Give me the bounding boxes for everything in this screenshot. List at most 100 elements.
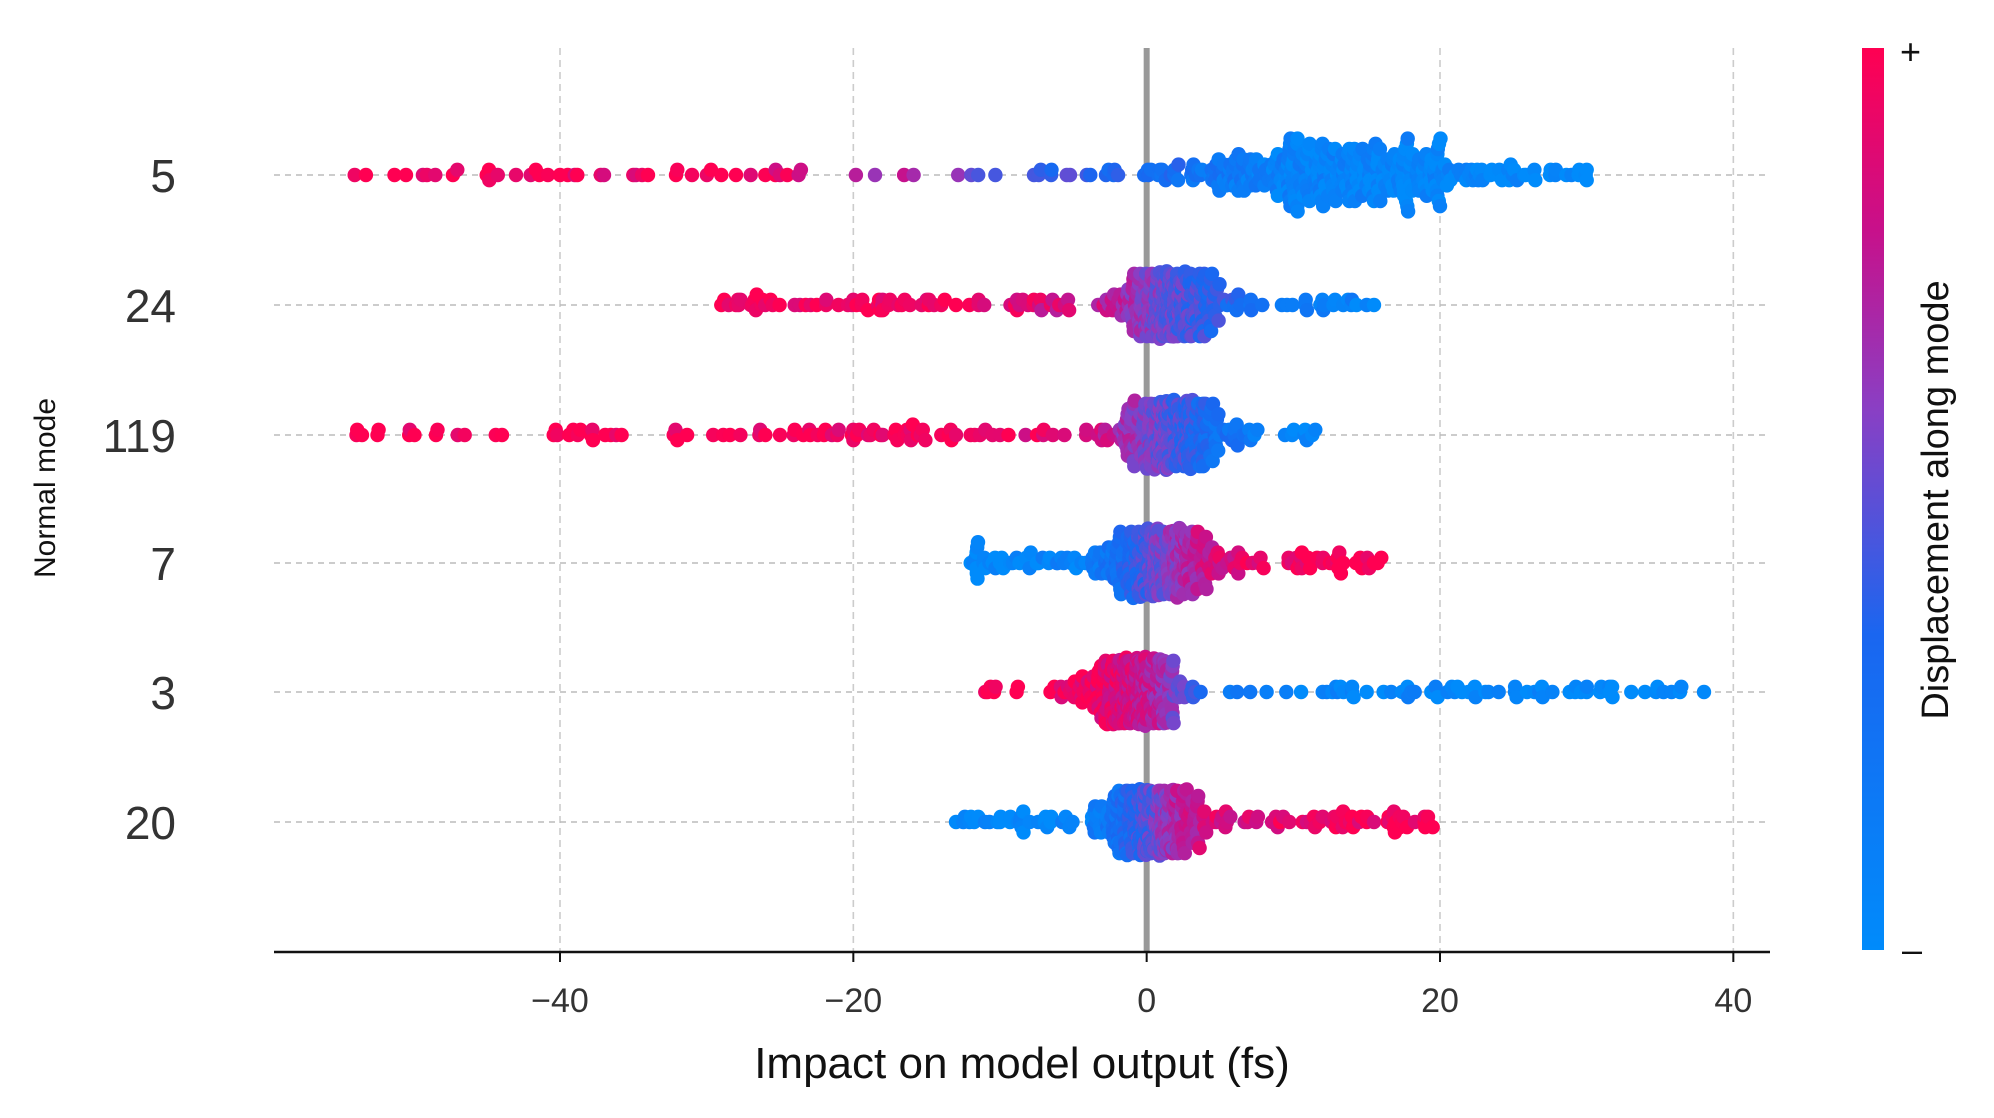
beeswarm-point <box>1384 684 1399 700</box>
beeswarm-point <box>988 167 1003 183</box>
beeswarm-point <box>906 167 921 183</box>
beeswarm-point <box>772 297 787 313</box>
x-tick-label: 40 <box>1714 982 1752 1020</box>
beeswarm-point <box>1400 204 1416 219</box>
beeswarm-point <box>1336 555 1351 571</box>
beeswarm-point <box>1016 804 1031 819</box>
beeswarm-point <box>387 167 402 183</box>
beeswarm-point <box>970 571 985 586</box>
beeswarm-point <box>1057 427 1072 443</box>
beeswarm-point <box>1229 417 1244 432</box>
beeswarm-point <box>1545 684 1560 700</box>
beeswarm-point <box>570 167 585 183</box>
beeswarm-point <box>971 167 986 183</box>
beeswarm-point <box>1481 684 1496 700</box>
beeswarm-point <box>1166 653 1181 668</box>
beeswarm-point <box>948 297 964 313</box>
beeswarm-point <box>1528 173 1543 188</box>
x-tick-label: 0 <box>1137 982 1156 1020</box>
beeswarm-point <box>1171 157 1186 172</box>
x-ticks: −40 −20 0 20 40 <box>531 952 1752 1020</box>
beeswarm-point <box>1372 141 1388 157</box>
beeswarm-point <box>1010 679 1026 694</box>
beeswarm-point <box>1605 690 1620 705</box>
beeswarm-point <box>780 167 795 183</box>
beeswarm-point <box>951 167 966 183</box>
beeswarm-point <box>1604 679 1620 694</box>
y-axis-label: Normal mode <box>29 398 62 578</box>
beeswarm-point <box>1018 427 1033 443</box>
beeswarm-point <box>819 292 834 307</box>
beeswarm-point <box>358 167 374 183</box>
colorbar-gradient <box>1862 48 1884 950</box>
beeswarm-point <box>1079 422 1094 437</box>
y-tick-label: 5 <box>150 150 176 202</box>
beeswarm-point <box>1016 825 1031 840</box>
beeswarm-point <box>596 167 612 183</box>
beeswarm-point <box>1243 684 1258 700</box>
beeswarm-point <box>1302 136 1317 151</box>
beeswarm-point <box>1425 820 1440 835</box>
beeswarm-point <box>1198 529 1214 545</box>
beeswarm-point <box>430 422 445 437</box>
beeswarm-point <box>1204 266 1220 281</box>
beeswarm-point <box>1244 303 1259 318</box>
colorbar: + – Displacement along mode <box>1862 31 1957 970</box>
beeswarm-point <box>1001 427 1016 443</box>
beeswarm-point <box>371 422 386 437</box>
beeswarm-point <box>1285 297 1300 313</box>
beeswarm-point <box>1279 684 1294 700</box>
beeswarm-point <box>1212 277 1227 292</box>
beeswarm-point <box>1366 814 1382 830</box>
beeswarm-point <box>1308 422 1323 437</box>
y-tick-label: 7 <box>150 538 176 590</box>
beeswarm-point <box>1203 323 1219 339</box>
beeswarm-point <box>1366 297 1382 313</box>
beeswarm-point <box>1229 684 1245 700</box>
beeswarm-point <box>793 162 809 177</box>
y-tick-labels: 5 24 119 7 3 20 <box>103 150 176 849</box>
colorbar-title: Displacement along mode <box>1915 280 1957 719</box>
beeswarm-point <box>1359 684 1374 700</box>
beeswarm-point <box>1170 173 1186 188</box>
beeswarm-point <box>1193 684 1208 700</box>
beeswarm-point <box>1255 297 1270 313</box>
beeswarm-point <box>1282 814 1297 830</box>
beeswarm-point <box>1061 303 1077 318</box>
beeswarm-point <box>1127 459 1142 474</box>
beeswarm-point <box>1373 193 1388 209</box>
beeswarm-point <box>1637 684 1653 700</box>
beeswarm-point <box>1346 690 1361 705</box>
beeswarm-point <box>722 427 738 443</box>
beeswarm-point <box>988 679 1003 694</box>
beeswarm-point <box>354 427 370 443</box>
beeswarm-point <box>772 427 788 443</box>
y-tick-label: 24 <box>125 280 176 332</box>
beeswarm-point <box>970 535 986 550</box>
beeswarm-point <box>1199 825 1214 840</box>
beeswarm-point <box>1299 303 1315 318</box>
beeswarm-point <box>407 427 422 443</box>
x-tick-label: −40 <box>531 982 589 1020</box>
beeswarm-point <box>1243 292 1259 307</box>
beeswarm-point <box>1199 581 1214 597</box>
beeswarm-point <box>1062 167 1078 183</box>
beeswarm-point <box>1044 809 1059 824</box>
beeswarm-point <box>398 167 414 183</box>
beeswarm-point <box>1177 846 1193 861</box>
y-tick-label: 3 <box>150 667 176 719</box>
beeswarm-point <box>1192 840 1207 856</box>
beeswarm-point <box>1083 167 1098 183</box>
beeswarm-points <box>347 131 1712 863</box>
beeswarm-point <box>490 167 505 183</box>
beeswarm-point <box>585 433 601 448</box>
beeswarm-point <box>679 427 695 443</box>
beeswarm-point <box>494 427 510 443</box>
beeswarm-point <box>758 427 773 443</box>
beeswarm-point <box>1044 162 1059 177</box>
beeswarm-point <box>684 167 700 183</box>
y-tick-label: 20 <box>125 797 176 849</box>
beeswarm-point <box>1290 131 1305 146</box>
beeswarm-point <box>614 427 629 443</box>
